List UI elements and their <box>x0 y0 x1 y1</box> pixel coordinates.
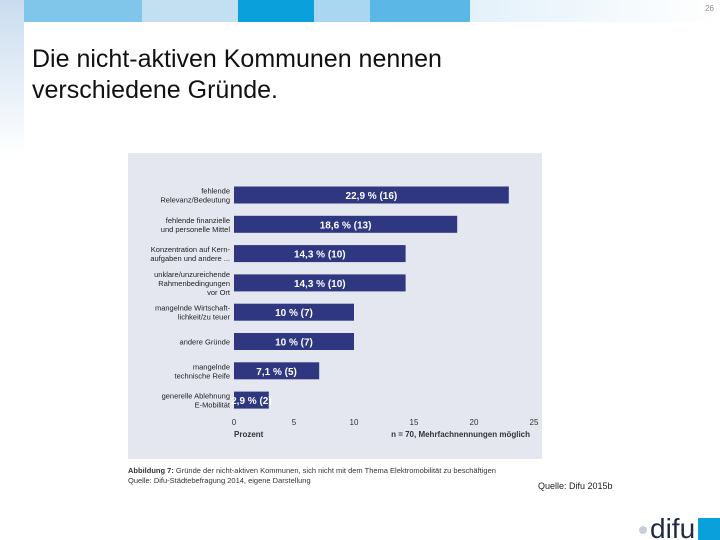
data-label: 18,6 % (13) <box>320 220 372 231</box>
category-label: mangelnde <box>193 362 230 371</box>
data-label: 10 % (7) <box>275 308 313 319</box>
color-strip-5 <box>370 0 470 22</box>
data-label: 2,9 % (2) <box>231 396 272 407</box>
bar <box>234 245 406 263</box>
x-tick-label: 0 <box>232 418 237 427</box>
category-label: fehlende <box>201 187 230 196</box>
bar <box>234 391 269 409</box>
category-label: E-Mobilität <box>195 401 231 410</box>
category-label: Relevanz/Bedeutung <box>160 196 230 205</box>
source-note: Quelle: Difu 2015b <box>538 481 613 491</box>
color-strip-4 <box>314 0 370 22</box>
x-tick-label: 25 <box>530 418 539 427</box>
logo-wordmark: difu <box>650 513 695 540</box>
color-strip-6 <box>470 0 720 22</box>
caption-text: Gründe der nicht-aktiven Kommunen, sich … <box>175 466 496 475</box>
title-line-1: Die nicht-aktiven Kommunen nennen <box>32 45 442 73</box>
chart-panel: 22,9 % (16) fehlende Relevanz/Bedeutung 18,… <box>128 153 542 459</box>
category-label: generelle Ablehnung <box>162 392 230 401</box>
data-label: 22,9 % (16) <box>346 191 398 202</box>
data-label: 10 % (7) <box>275 338 313 349</box>
bar <box>234 333 354 350</box>
data-label: 14,3 % (10) <box>294 250 346 261</box>
slide-title: Die nicht-aktiven Kommunen nennen versch… <box>32 44 632 106</box>
category-label: Konzentration auf Kern- <box>151 245 231 254</box>
category-label: andere Gründe <box>180 338 230 347</box>
bar <box>234 274 406 292</box>
page-number: 26 <box>705 4 714 13</box>
category-label: technische Reife <box>175 371 230 380</box>
color-strip-1 <box>24 0 142 22</box>
x-tick-label: 10 <box>350 418 359 427</box>
title-line-2: verschiedene Gründe. <box>32 76 278 104</box>
category-label: Rahmenbedingungen <box>158 279 230 288</box>
category-label: lichkeit/zu teuer <box>178 313 231 322</box>
x-axis-label: Prozent <box>234 430 264 439</box>
caption-source: Quelle: Difu-Städtebefragung 2014, eigen… <box>128 476 311 485</box>
bar <box>234 303 354 321</box>
bar <box>234 186 509 204</box>
caption-label: Abbildung 7: <box>128 466 174 475</box>
x-tick-label: 20 <box>470 418 479 427</box>
category-label: mangelnde Wirtschaft- <box>155 304 231 313</box>
x-tick-label: 15 <box>410 418 419 427</box>
bar <box>234 362 320 380</box>
figure-caption: Abbildung 7: Gründe der nicht-aktiven Ko… <box>128 466 508 486</box>
category-label: vor Ort <box>207 288 231 297</box>
sample-note: n = 70, Mehrfachnennungen möglich <box>391 430 530 439</box>
category-label: unklare/unzureichende <box>154 270 230 279</box>
category-label: fehlende finanzielle <box>166 216 230 225</box>
color-strip-3 <box>238 0 314 22</box>
difu-logo: difu <box>639 513 720 540</box>
left-gradient-bar <box>0 0 24 156</box>
header-decoration <box>0 0 720 160</box>
bar <box>234 215 458 233</box>
x-tick-label: 5 <box>292 418 297 427</box>
category-label: und personelle Mittel <box>161 225 231 234</box>
category-label: aufgaben und andere ... <box>150 254 230 263</box>
color-strip-2 <box>142 0 238 22</box>
data-label: 14,3 % (10) <box>294 279 346 290</box>
data-label: 7,1 % (5) <box>256 367 297 378</box>
